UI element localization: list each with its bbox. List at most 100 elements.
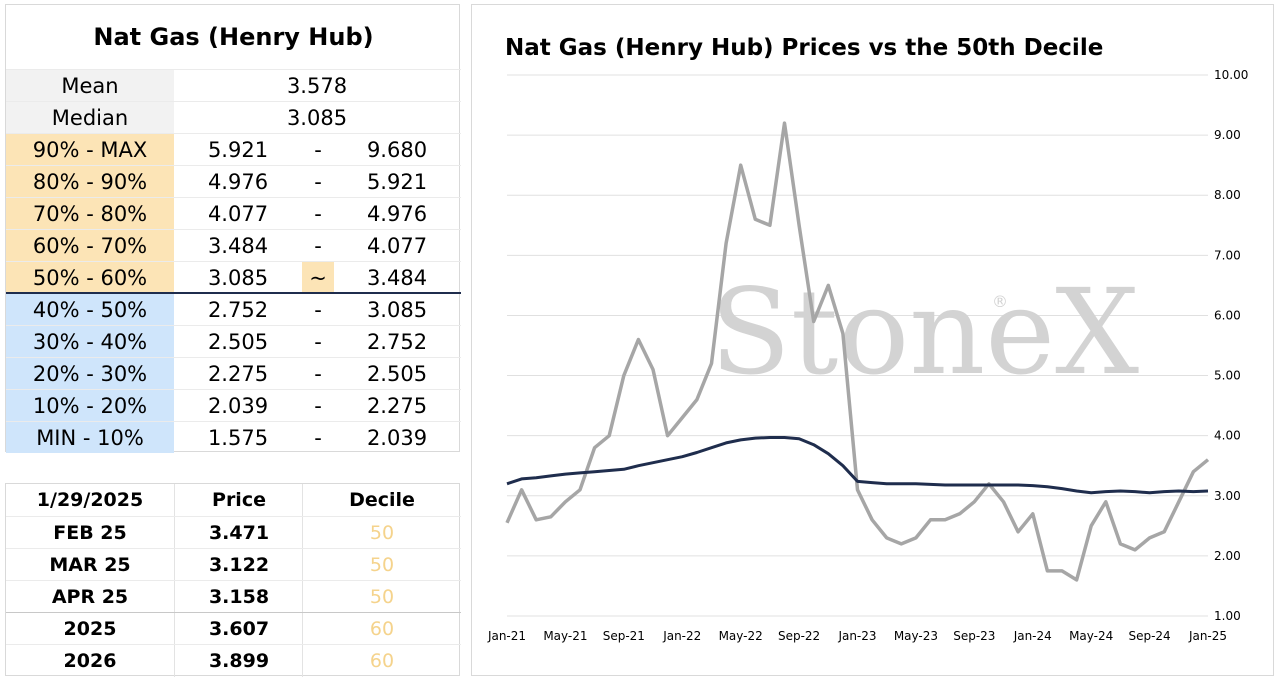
x-tick-label: May-22 (719, 629, 763, 643)
x-tick-label: Sep-21 (603, 629, 645, 643)
decile-table-title: Nat Gas (Henry Hub) (93, 23, 374, 51)
price-series-line (505, 121, 1210, 582)
mean-value: 3.578 (286, 74, 348, 98)
contract-price: 3.607 (174, 613, 303, 645)
decile-row: 50% - 60% 3.085 ~3.484 (6, 261, 461, 293)
decile-range-label: 40% - 50% (6, 294, 174, 325)
decile-high-value: 2.752 (366, 330, 428, 354)
contract-decile: 50 (302, 517, 461, 549)
price-table-header: 1/29/2025 Price Decile (6, 484, 461, 516)
decile-low-value: 2.505 (207, 330, 269, 354)
contract-price: 3.122 (174, 549, 303, 581)
x-axis-ticks: Jan-21 May-21 Sep-21 Jan-22 May-22 Sep-22 Jan-… (487, 629, 1227, 643)
header-price: Price (174, 484, 303, 516)
decile-separator: ~ (302, 262, 334, 293)
decile-low-value: 4.976 (207, 170, 269, 194)
x-tick-label: May-21 (543, 629, 587, 643)
decile-low-value: 4.077 (207, 202, 269, 226)
x-tick-label: Sep-24 (1128, 629, 1170, 643)
y-tick-label: 7.00 (1214, 248, 1241, 262)
decile-high-value: 2.275 (366, 394, 428, 418)
decile-high-value: 4.077 (366, 234, 428, 258)
decile-low-value: 2.275 (207, 362, 269, 386)
decile-separator: - (314, 138, 322, 162)
decile-range-label: 70% - 80% (6, 198, 174, 229)
decile-high-value: 3.484 (366, 266, 428, 290)
contract-name: 2025 (63, 618, 117, 640)
y-axis-ticks: 1.00 2.00 3.00 4.00 5.00 6.00 7.00 8.00 9.00 10.0… (1214, 68, 1248, 623)
x-tick-label: Sep-23 (953, 629, 995, 643)
decile-separator: - (314, 298, 322, 322)
decile-separator: - (314, 394, 322, 418)
decile-separator: - (314, 330, 322, 354)
decile-row: 10% - 20% 2.039 - 2.275 (6, 389, 461, 421)
x-tick-label: Jan-22 (662, 629, 701, 643)
contract-decile: 50 (302, 581, 461, 613)
y-tick-label: 8.00 (1214, 188, 1241, 202)
contract-decile: 50 (302, 549, 461, 581)
decile-low-value: 1.575 (207, 426, 269, 450)
contract-decile: 60 (302, 613, 461, 645)
series-group (505, 121, 1210, 582)
contract-name: 2026 (63, 650, 117, 672)
header-decile: Decile (302, 484, 461, 516)
median-divider-line (6, 292, 461, 294)
contract-name: FEB 25 (53, 522, 127, 544)
median-row: Median 3.085 (6, 101, 461, 133)
price-row: FEB 25 3.471 50 (6, 516, 461, 549)
x-tick-label: Jan-21 (487, 629, 526, 643)
decile-high-value: 4.976 (366, 202, 428, 226)
median-decile-series-line (506, 436, 1209, 495)
y-tick-label: 10.00 (1214, 68, 1248, 82)
decile-low-value: 2.039 (207, 394, 269, 418)
price-row: 2026 3.899 60 (6, 644, 461, 677)
decile-separator: - (314, 426, 322, 450)
decile-table: Nat Gas (Henry Hub) Mean 3.578 Median 3.… (5, 4, 461, 453)
contract-price: 3.899 (174, 645, 303, 677)
contract-price: 3.158 (174, 581, 303, 613)
decile-row: 80% - 90% 4.976 - 5.921 (6, 165, 461, 197)
price-row: APR 25 3.158 50 (6, 580, 461, 613)
contract-name: MAR 25 (49, 554, 131, 576)
contract-decile: 60 (302, 645, 461, 677)
y-tick-label: 9.00 (1214, 128, 1241, 142)
decile-row: 20% - 30% 2.275 - 2.505 (6, 357, 461, 389)
y-tick-label: 2.00 (1214, 549, 1241, 563)
decile-row: 90% - MAX 5.921 - 9.680 (6, 133, 461, 165)
y-tick-label: 6.00 (1214, 308, 1241, 322)
chart-title: Nat Gas (Henry Hub) Prices vs the 50th D… (505, 35, 1103, 61)
decile-separator: - (314, 362, 322, 386)
contract-price: 3.471 (174, 517, 303, 549)
decile-range-label: 80% - 90% (6, 166, 174, 197)
decile-high-value: 9.680 (366, 138, 428, 162)
decile-high-value: 2.039 (366, 426, 428, 450)
decile-range-label: 20% - 30% (6, 358, 174, 389)
decile-row: 40% - 50% 2.752 - 3.085 (6, 293, 461, 325)
decile-row: MIN - 10% 1.575 - 2.039 (6, 421, 461, 453)
x-tick-label: Jan-23 (837, 629, 876, 643)
decile-low-value: 3.085 (207, 266, 269, 290)
decile-separator: - (314, 202, 322, 226)
contract-name: APR 25 (51, 586, 129, 608)
price-row: 2025 3.607 60 (6, 612, 461, 645)
x-tick-label: Jan-25 (1188, 629, 1227, 643)
y-tick-label: 1.00 (1214, 609, 1241, 623)
median-value: 3.085 (286, 106, 348, 130)
decile-row: 30% - 40% 2.505 - 2.752 (6, 325, 461, 357)
decile-separator: - (314, 170, 322, 194)
header-date: 1/29/2025 (36, 489, 144, 511)
x-tick-label: Jan-24 (1013, 629, 1052, 643)
decile-range-label: 30% - 40% (6, 326, 174, 357)
x-tick-label: May-23 (894, 629, 938, 643)
mean-row: Mean 3.578 (6, 69, 461, 101)
decile-range-label: 60% - 70% (6, 230, 174, 261)
price-chart: Nat Gas (Henry Hub) Prices vs the 50th D… (487, 35, 1248, 643)
decile-low-value: 5.921 (207, 138, 269, 162)
decile-row: 60% - 70% 3.484 - 4.077 (6, 229, 461, 261)
y-tick-label: 3.00 (1214, 489, 1241, 503)
decile-range-label: 50% - 60% (6, 262, 174, 293)
decile-high-value: 2.505 (366, 362, 428, 386)
median-label: Median (6, 102, 174, 133)
watermark-registered-mark: ® (992, 292, 1008, 311)
mean-label: Mean (6, 70, 174, 101)
